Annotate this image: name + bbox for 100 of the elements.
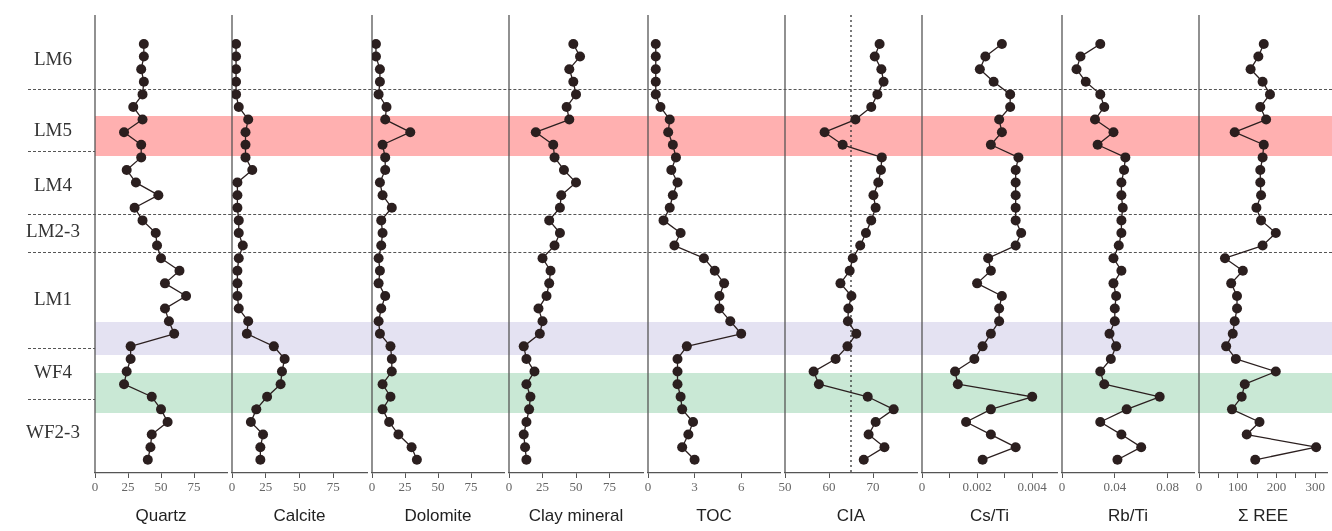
point [232,265,243,276]
text: LM1 [34,287,72,309]
point [1116,429,1127,440]
point [870,202,881,213]
point [556,190,567,201]
x-tick-label: 50 [293,479,306,495]
point [1010,164,1021,175]
point [1119,164,1130,175]
point [533,303,544,314]
point [1270,366,1281,377]
point [125,341,136,352]
point [152,240,163,251]
point [980,51,991,62]
point [994,303,1005,314]
point [268,341,279,352]
point [554,227,565,238]
point [969,353,980,364]
point [137,89,148,100]
point [568,76,579,87]
point [866,101,877,112]
point [232,202,243,213]
point [1232,303,1243,314]
point [1027,391,1038,402]
point [698,253,709,264]
point [876,152,887,163]
point [1251,202,1262,213]
point [162,416,173,427]
point [521,353,532,364]
text: WF4 [34,360,73,382]
point [554,202,565,213]
point [736,328,747,339]
point [689,454,700,465]
point [541,290,552,301]
point [1116,265,1127,276]
x-tick-label: 0 [644,479,652,495]
x-tick-label: 200 [1266,479,1287,495]
point [240,139,251,150]
point [1257,240,1268,251]
x-tick-label: 25 [536,479,549,495]
point [1219,253,1230,264]
point [232,89,242,100]
point [664,114,675,125]
point [169,328,180,339]
point [875,164,886,175]
point [255,442,266,453]
point [243,114,254,125]
point [130,177,141,188]
point [872,89,883,100]
point [983,253,994,264]
point [1229,316,1240,327]
x-tick-label: 0 [228,479,236,495]
x-tick-label: 100 [1228,479,1248,495]
point [385,391,396,402]
point [996,127,1007,138]
point [247,164,258,175]
point [549,240,560,251]
point [658,215,669,226]
point [677,404,688,415]
point [878,76,889,87]
point [142,454,153,465]
point [137,215,148,226]
x-tick-label: 75 [187,479,201,495]
x-axis-title: CIA [836,506,866,526]
point [1111,341,1122,352]
point [129,202,140,213]
point [377,227,388,238]
point [262,391,273,402]
x-tick-label: 50 [154,479,168,495]
point [233,253,244,264]
point [650,64,661,75]
point [380,164,391,175]
point [1253,51,1264,62]
x-axis-title: Calcite [273,506,326,526]
point [232,38,242,49]
x-tick-label: 70 [866,479,880,495]
point [524,404,535,415]
point [988,76,999,87]
point [150,227,161,238]
point [119,127,130,138]
point [545,265,556,276]
point [232,278,243,289]
point [985,328,996,339]
x-axis-title: Dolomite [404,506,472,526]
point [1254,416,1265,427]
point [1099,379,1110,390]
point [1136,442,1147,453]
point [650,76,661,87]
point [1311,442,1322,453]
point [866,215,877,226]
text: LM6 [34,47,72,69]
point [1005,101,1016,112]
x-tick-label: 75 [326,479,340,495]
x-tick-label: 60 [822,479,836,495]
point [232,290,243,301]
point [529,366,540,377]
point [521,379,532,390]
point [667,190,678,201]
point [842,341,853,352]
point [544,215,555,226]
point [136,152,147,163]
